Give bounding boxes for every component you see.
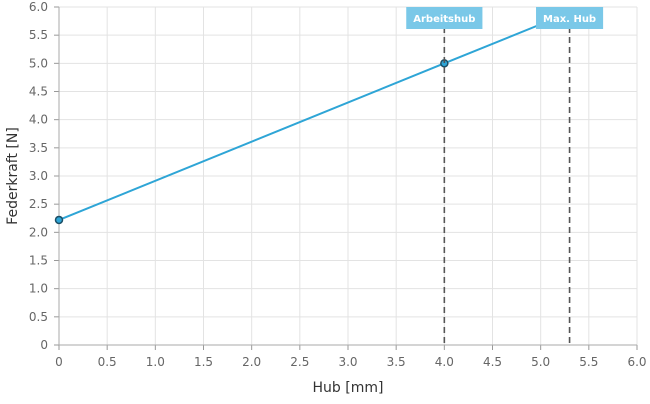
x-tick-label: 2.5 bbox=[290, 355, 309, 369]
marker-label-text: Max. Hub bbox=[543, 14, 596, 25]
series-layer bbox=[54, 8, 574, 225]
x-axis-title: Hub [mm] bbox=[313, 380, 384, 396]
marker-label-box bbox=[536, 7, 604, 29]
x-tick-label: 0 bbox=[55, 355, 63, 369]
y-tick-label: 2.5 bbox=[29, 197, 48, 211]
markers-layer bbox=[443, 7, 571, 345]
y-tick-label: 0.5 bbox=[29, 310, 48, 324]
x-tick-label: 3.5 bbox=[387, 355, 406, 369]
y-tick-label: 5.0 bbox=[29, 56, 48, 70]
labels-layer: Arbeitshub Max. Hub bbox=[406, 7, 604, 29]
marker-label: Max. Hub bbox=[536, 7, 604, 29]
data-point bbox=[54, 215, 64, 225]
marker-label: Arbeitshub bbox=[406, 7, 483, 29]
marker-label-box bbox=[406, 7, 483, 29]
marker-label-text: Arbeitshub bbox=[413, 14, 475, 25]
x-tick-label: 1.5 bbox=[194, 355, 213, 369]
grid-layer bbox=[58, 6, 638, 346]
y-tick-label: 1.5 bbox=[29, 254, 48, 268]
y-tick-label: 4.5 bbox=[29, 85, 48, 99]
y-tick-label: 5.5 bbox=[29, 28, 48, 42]
y-tick-label: 2.0 bbox=[29, 225, 48, 239]
x-tick-label: 6.0 bbox=[627, 355, 646, 369]
x-tick-label: 4.5 bbox=[483, 355, 502, 369]
x-tick-label: 5.0 bbox=[531, 355, 550, 369]
x-tick-label: 5.5 bbox=[579, 355, 598, 369]
x-tick-label: 3.0 bbox=[338, 355, 357, 369]
y-tick-label: 6.0 bbox=[29, 0, 48, 14]
y-tick-label: 0 bbox=[40, 338, 48, 352]
x-tick-label: 2.0 bbox=[242, 355, 261, 369]
y-tick-label: 3.5 bbox=[29, 141, 48, 155]
y-tick-label: 4.0 bbox=[29, 113, 48, 127]
y-axis-title: Federkraft [N] bbox=[5, 127, 21, 225]
x-tick-label: 1.0 bbox=[146, 355, 165, 369]
x-tick-label: 4.0 bbox=[435, 355, 454, 369]
x-tick-label: 0.5 bbox=[98, 355, 117, 369]
y-tick-label: 1.0 bbox=[29, 282, 48, 296]
y-tick-label: 3.0 bbox=[29, 169, 48, 183]
axes-layer: 0 0.5 1.0 1.5 2.0 2.5 3.0 3.5 4.0 4.5 5.0 5.5 6.0 0 0.… bbox=[29, 0, 647, 369]
